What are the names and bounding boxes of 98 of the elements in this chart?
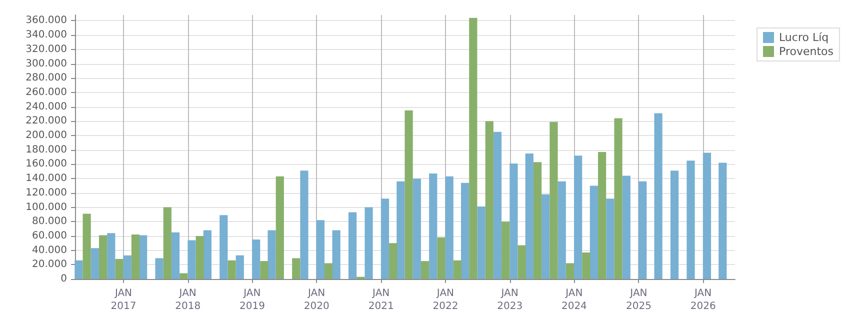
y-tick-label: 160.000 [26, 158, 67, 170]
bar [477, 206, 486, 279]
bar [316, 220, 325, 279]
bar [453, 260, 462, 279]
bar [155, 258, 164, 279]
y-tick-label: 80.000 [32, 216, 67, 228]
bar [115, 258, 124, 279]
y-tick-label: 100.000 [26, 202, 67, 213]
bar [389, 243, 398, 279]
bar [123, 255, 132, 279]
bar [686, 160, 695, 279]
bar [300, 170, 308, 279]
legend-label: Proventos [779, 45, 834, 58]
bar [276, 176, 284, 279]
bar [90, 248, 99, 279]
bar [542, 194, 550, 279]
bar [550, 122, 558, 279]
bar [98, 235, 108, 279]
y-tick-label: 60.000 [32, 230, 67, 242]
bar [566, 263, 574, 279]
y-tick-label: 320.000 [26, 44, 67, 55]
bar [445, 176, 454, 279]
y-tick-label: 40.000 [32, 244, 67, 256]
bar [702, 152, 712, 279]
x-tick-label: JAN 2026 [690, 288, 716, 312]
bar [574, 156, 582, 279]
bar [485, 121, 494, 279]
bar [228, 260, 236, 279]
bar [380, 198, 390, 279]
bar [404, 110, 413, 279]
bar [493, 132, 502, 279]
y-tick-label: 340.000 [26, 30, 67, 41]
bar [252, 240, 260, 279]
bar [196, 236, 204, 279]
bar [654, 113, 662, 279]
bar [518, 245, 526, 279]
bar [236, 255, 244, 279]
bar [203, 230, 212, 279]
bar [502, 222, 510, 279]
x-tick-label: JAN 2024 [561, 288, 587, 312]
bar [171, 232, 180, 279]
x-tick-label: JAN 2017 [110, 288, 136, 312]
bar [469, 18, 478, 279]
y-tick-label: 300.000 [26, 58, 67, 70]
bar [718, 162, 727, 279]
bar [670, 170, 679, 279]
bar [590, 186, 598, 279]
y-tick-label: 180.000 [26, 144, 67, 156]
legend-label: Lucro Líq [779, 31, 829, 44]
bar [437, 237, 446, 279]
bar [139, 235, 148, 279]
y-tick-label: 240.000 [26, 101, 67, 112]
x-tick-label: JAN 2025 [626, 288, 652, 312]
bar [268, 230, 276, 279]
bar [332, 230, 340, 279]
bar [598, 152, 606, 279]
x-tick-label: JAN 2020 [304, 288, 330, 312]
x-tick-label: JAN 2023 [497, 288, 523, 312]
bar [131, 234, 140, 279]
bar [180, 273, 188, 279]
bar [396, 181, 405, 279]
bar [74, 260, 83, 279]
y-tick-label: 260.000 [26, 86, 67, 98]
x-tick-label: JAN 2019 [239, 288, 265, 312]
bar [460, 182, 470, 279]
bar [260, 261, 268, 279]
bar [429, 174, 438, 279]
bar [163, 207, 172, 279]
bar [82, 214, 91, 279]
y-tick-label: 20.000 [32, 259, 67, 270]
x-tick-label: JAN 2018 [175, 288, 201, 312]
bar [558, 181, 566, 279]
bar [412, 178, 421, 279]
y-tick-label: 0 [60, 274, 67, 284]
bar [324, 263, 333, 279]
bar [582, 252, 590, 279]
bar [533, 162, 542, 279]
y-tick-label: 280.000 [26, 72, 67, 84]
bar [292, 258, 300, 279]
x-tick-label: JAN 2021 [368, 288, 394, 312]
y-tick-label: 120.000 [26, 187, 67, 198]
bar [348, 212, 357, 279]
x-tick-label: JAN 2022 [432, 288, 458, 312]
y-tick-label: 220.000 [26, 116, 67, 127]
bar [188, 240, 196, 279]
bar [107, 233, 116, 279]
bar [638, 181, 647, 279]
bar [622, 176, 630, 279]
bar [364, 207, 373, 279]
y-tick-label: 200.000 [26, 130, 67, 142]
bar [420, 261, 430, 279]
y-tick-label: 140.000 [26, 173, 67, 184]
bar [614, 118, 622, 279]
bar [510, 164, 518, 279]
bar [220, 215, 228, 279]
bar [606, 198, 614, 279]
bar [525, 153, 534, 279]
y-tick-label: 360.000 [26, 15, 67, 26]
